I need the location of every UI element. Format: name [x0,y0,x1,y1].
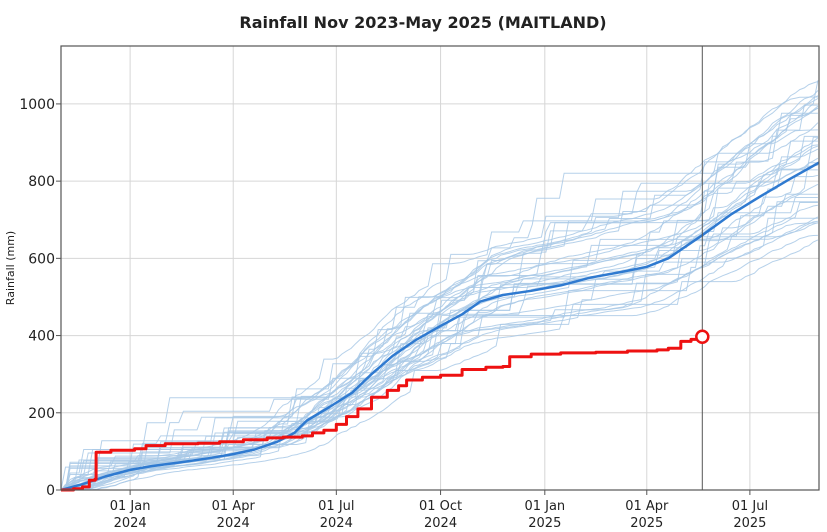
historical-trace [61,148,819,491]
grid-lines [61,46,819,491]
historical-trace [60,104,818,491]
historical-trace [60,201,818,491]
historical-trace [60,140,818,491]
historical-trace [61,239,819,491]
historical-trace [60,112,818,491]
main-series-group [60,46,820,492]
x-tick-label-year: 2025 [528,516,561,531]
historical-trace [60,96,818,491]
x-tick-label-date: 01 Jan [110,499,151,514]
current-season-line [61,336,704,492]
y-tick-label: 600 [28,251,55,267]
y-tick-label: 400 [28,329,55,345]
median-line [60,161,820,492]
y-axis-label: Rainfall (mm) [4,231,17,305]
x-tick-label-year: 2024 [424,516,457,531]
x-tick-label-date: 01 Apr [212,499,256,514]
historical-trace [61,216,819,491]
x-tick-label-date: 01 Apr [625,499,669,514]
chart-title: Rainfall Nov 2023-May 2025 (MAITLAND) [239,13,606,32]
historical-trace [60,222,819,491]
x-tick-label-date: 01 Jul [732,499,768,514]
historical-trace [61,105,819,491]
axes [56,45,820,495]
historical-trace [60,234,818,491]
historical-series-group [60,80,819,491]
x-tick-label-date: 01 Jan [524,499,565,514]
plot-area [61,46,819,490]
x-tick-label-year: 2024 [217,516,250,531]
historical-trace [61,90,819,491]
y-tick-label: 1000 [19,97,55,113]
plot-border [60,45,820,491]
x-tick-label-year: 2025 [733,516,766,531]
x-tick-label-date: 01 Jul [318,499,354,514]
historical-trace [61,183,819,491]
x-tick-label-date: 01 Oct [419,499,462,514]
historical-trace [60,137,819,491]
x-tick-label-year: 2024 [320,516,353,531]
y-tick-label: 0 [46,483,55,499]
y-tick-label: 200 [28,406,55,422]
x-tick-label-year: 2024 [114,516,147,531]
current-value-marker [695,329,710,344]
tick-labels: 0 200 400 600 800 1000 01 Jan 2024 01 Apr 2024 01 … [19,97,768,531]
x-tick-label-year: 2025 [630,516,663,531]
y-tick-label: 800 [28,174,55,190]
historical-trace [60,222,818,491]
